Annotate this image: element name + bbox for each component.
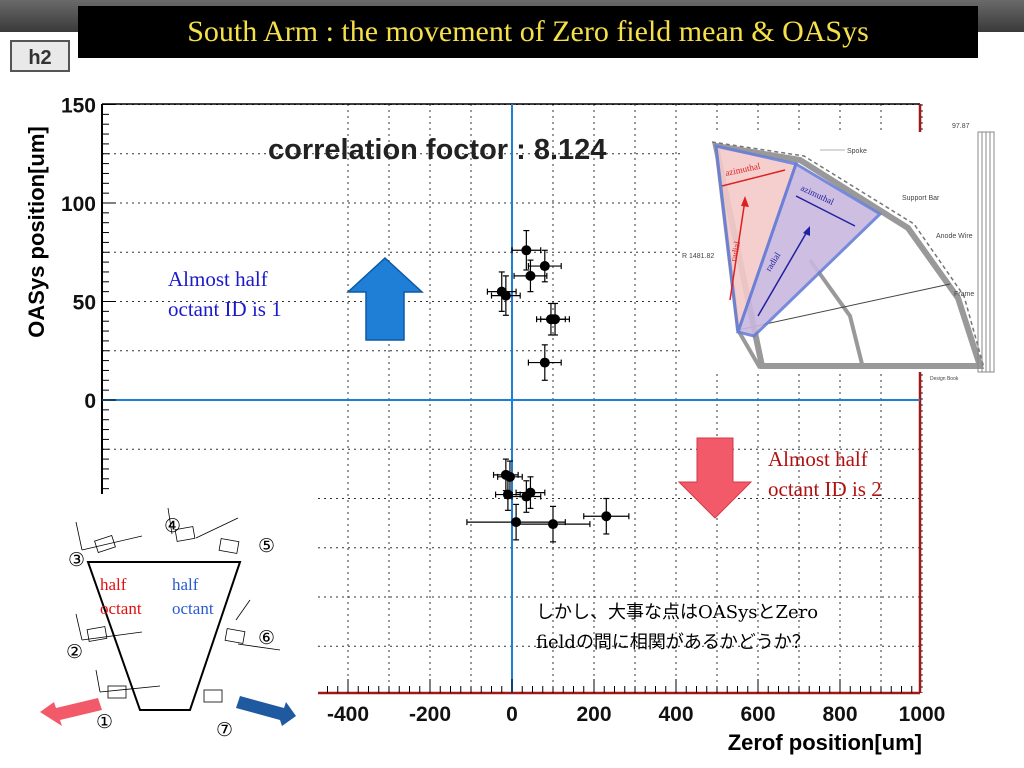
- half-octant-blue-1: half: [172, 575, 199, 594]
- data-point: [527, 344, 562, 381]
- inset-label-support-bar: Support Bar: [902, 195, 940, 202]
- x-tick-label: 200: [576, 703, 611, 726]
- note-japanese-line-1: しかし、大事な点はOASysとZero: [536, 602, 819, 623]
- slide-title: South Arm : the movement of Zero field m…: [78, 6, 978, 58]
- inset-label-anode-wire: Anode Wire: [936, 233, 973, 240]
- note-upper-line-2: octant ID is 1: [168, 297, 282, 321]
- note-lower: Almost half octant ID is 2: [768, 444, 882, 504]
- correlation-text: correlation foctor : 8.124: [268, 134, 607, 166]
- inset-label-radial-1: radial: [728, 240, 742, 263]
- half-octant-red-2: octant: [100, 599, 142, 618]
- x-tick-label: 0: [506, 703, 518, 726]
- x-tick-label: -200: [409, 703, 451, 726]
- x-tick-label: 1000: [899, 703, 946, 726]
- x-tick-label: 400: [658, 703, 693, 726]
- data-point: [513, 259, 548, 293]
- sensor-2: ②: [66, 641, 83, 663]
- inset-label-frame: Frame: [954, 291, 974, 298]
- x-tick-label: -400: [327, 703, 369, 726]
- y-axis-label: OASys position[um]: [24, 126, 49, 337]
- y-tick-label: 150: [61, 95, 96, 118]
- data-point: [497, 460, 523, 494]
- data-point: [515, 476, 546, 509]
- note-upper: Almost half octant ID is 1: [168, 264, 282, 324]
- inset-label-spoke: Spoke: [847, 148, 867, 155]
- sensor-1: ①: [96, 711, 113, 733]
- note-lower-line-1: Almost half: [768, 447, 868, 471]
- data-point: [490, 275, 521, 316]
- note-japanese: しかし、大事な点はOASysとZero fieldの間に相関があるかどうか？: [536, 598, 896, 658]
- side-profile: [977, 131, 995, 373]
- data-points: [466, 229, 630, 543]
- note-upper-line-1: Almost half: [168, 267, 268, 291]
- sensor-5: ⑤: [258, 535, 275, 557]
- axis-ticks: -400 -200 0 200 400 600 800 1000 0 50 100 150: [61, 95, 945, 727]
- half-octant-red-1: half: [100, 575, 127, 594]
- sensor-3: ③: [68, 549, 85, 571]
- inset-label-width: 97.87: [952, 123, 970, 130]
- trapezoid-inset: half octant half octant ① ② ③ ④ ⑤ ⑥ ⑦: [40, 494, 318, 768]
- data-point: [511, 229, 542, 271]
- data-point: [583, 497, 630, 535]
- data-point: [527, 249, 562, 283]
- x-tick-label: 800: [822, 703, 857, 726]
- down-arrow: [677, 437, 753, 519]
- y-tick-label: 0: [84, 390, 96, 413]
- inset-label-radius: R 1481.82: [682, 253, 714, 260]
- up-arrow: [346, 256, 424, 341]
- y-tick-label: 100: [61, 193, 96, 216]
- y-tick-label: 50: [73, 292, 96, 315]
- data-point: [540, 302, 571, 336]
- octant-inset: azimuthal radial azimuthal radial Spoke …: [680, 123, 995, 382]
- note-japanese-line-2: fieldの間に相関があるかどうか？: [536, 632, 810, 653]
- data-point: [515, 505, 591, 543]
- sensor-7: ⑦: [216, 719, 233, 741]
- histogram-label: h2: [10, 40, 70, 72]
- x-tick-label: 600: [740, 703, 775, 726]
- left-arrow: [40, 698, 102, 726]
- sensor-6: ⑥: [258, 627, 275, 649]
- note-lower-line-2: octant ID is 2: [768, 477, 882, 501]
- inset-label-design-book: Design Book: [930, 376, 959, 382]
- half-octant-blue-2: octant: [172, 599, 214, 618]
- right-arrow: [236, 696, 296, 726]
- x-axis-label: Zerof position[um]: [728, 730, 922, 755]
- sensor-4: ④: [164, 515, 181, 537]
